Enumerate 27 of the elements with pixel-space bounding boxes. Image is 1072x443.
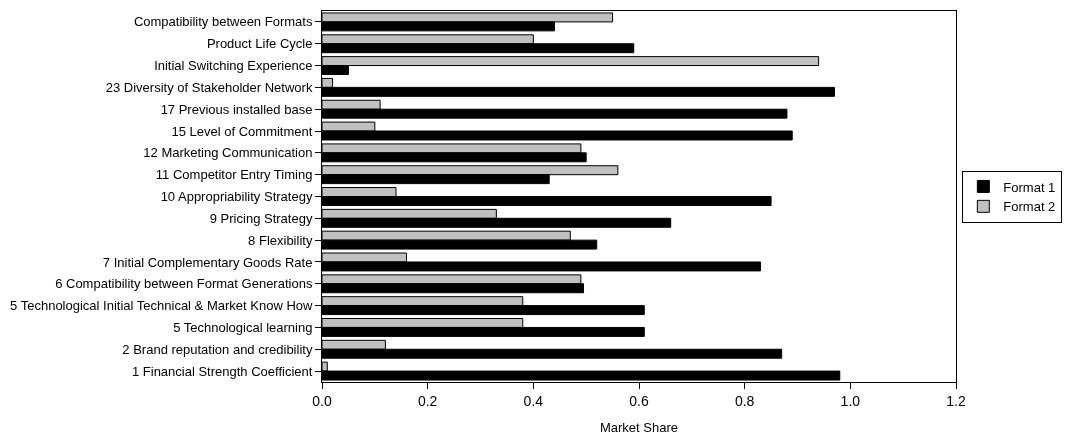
y-tick-label: 10 Appropriability Strategy — [160, 189, 313, 205]
y-tick-label: 5 Technological learning — [173, 319, 313, 335]
y-tick-label: 9 Pricing Strategy — [209, 210, 313, 226]
x-tick-label: 0.4 — [523, 392, 544, 409]
x-tick-label: 1.0 — [840, 392, 861, 409]
y-tick-label: 5 Technological Initial Technical & Market Know How — [10, 298, 313, 314]
y-tick-label: 8 Flexibility — [248, 232, 313, 248]
y-tick-label: 11 Competitor Entry Timing — [155, 167, 313, 183]
y-tick-label: Initial Switching Experience — [154, 58, 313, 74]
x-tick-label: 0.8 — [734, 392, 755, 409]
y-tick-label: 15 Level of Commitment — [171, 123, 313, 139]
legend-label: Format 1 — [1003, 179, 1056, 195]
x-tick-label: 0.0 — [312, 392, 332, 409]
y-tick-label: Compatibility between Formats — [133, 14, 313, 30]
y-tick-label: 17 Previous installed base — [160, 101, 313, 117]
x-axis-title: Market Share — [599, 420, 679, 436]
y-tick-label: 2 Brand reputation and credibility — [122, 341, 313, 357]
y-tick-label: 23 Diversity of Stakeholder Network — [105, 79, 313, 95]
legend-label: Format 2 — [1003, 199, 1056, 215]
y-tick-label: 6 Compatibility between Format Generations — [55, 276, 313, 292]
y-tick-label: Product Life Cycle — [206, 36, 313, 52]
y-tick-label: 7 Initial Complementary Goods Rate — [102, 254, 313, 270]
x-tick-label: 1.2 — [946, 392, 966, 409]
x-tick-label: 0.2 — [417, 392, 438, 409]
x-tick-label: 0.6 — [629, 392, 649, 409]
y-tick-label: 1 Financial Strength Coefficient — [131, 363, 313, 379]
y-tick-label: 12 Marketing Communication — [143, 145, 313, 161]
